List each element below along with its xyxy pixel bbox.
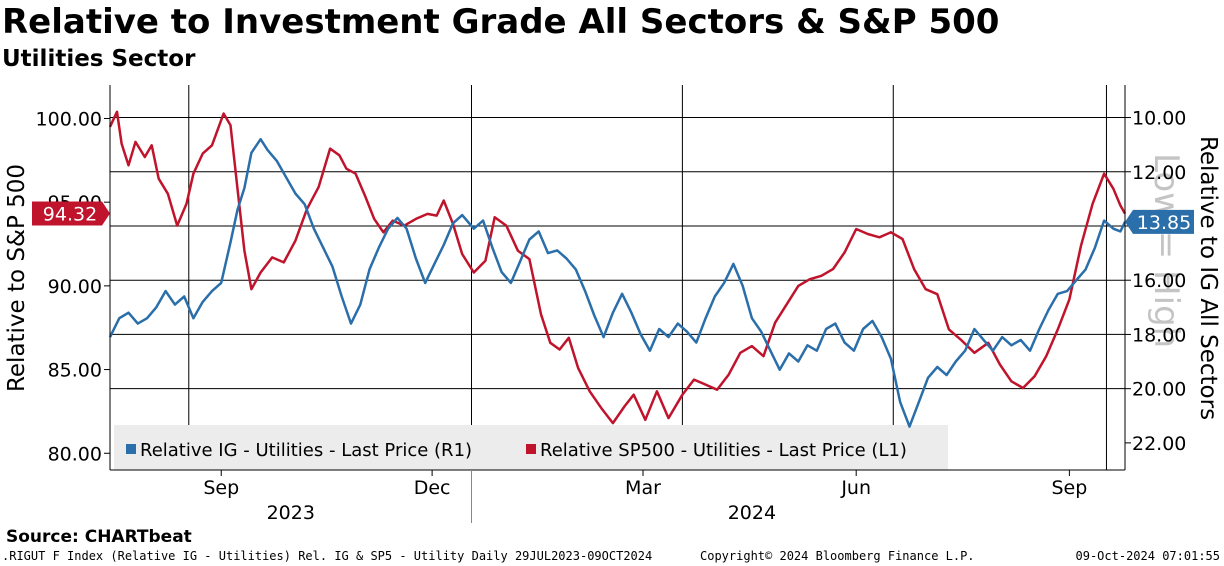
x-tick-label: Jun — [840, 477, 871, 499]
right-tick-label: 18.00 — [1132, 324, 1186, 346]
x-tick-label: Mar — [625, 477, 661, 499]
legend-label-ig: Relative IG - Utilities - Last Price (R1… — [140, 440, 472, 461]
x-tick-label: Dec — [414, 477, 451, 499]
year-label: 2023 — [267, 502, 315, 524]
timestamp-text: 09-Oct-2024 07:01:55 — [1075, 549, 1221, 563]
left-tick-label: 85.00 — [48, 360, 102, 382]
left-last-value-label: 94.32 — [43, 204, 97, 226]
series-lines — [108, 110, 1127, 428]
left-tick-label: 80.00 — [48, 443, 102, 465]
series-line-sp500 — [108, 110, 1127, 425]
year-label: 2024 — [728, 502, 776, 524]
right-tick-label: 22.00 — [1132, 433, 1186, 455]
legend: Relative IG - Utilities - Last Price (R1… — [114, 425, 948, 470]
right-tick-label: 12.00 — [1132, 162, 1186, 184]
right-axis-label: Relative to IG All Sectors — [1195, 136, 1221, 420]
left-last-value-badge — [32, 201, 110, 226]
x-tick-label: Sep — [1051, 477, 1087, 499]
left-tick-label: 100.00 — [36, 108, 102, 130]
right-last-value-label: 13.85 — [1137, 212, 1191, 234]
gridlines — [110, 85, 1125, 470]
series-line-ig — [108, 137, 1127, 428]
right-tick-label: 16.00 — [1132, 270, 1186, 292]
left-tick-label: 90.00 — [48, 276, 102, 298]
copyright-text: Copyright© 2024 Bloomberg Finance L.P. — [700, 549, 975, 563]
right-last-value-badge — [1125, 209, 1194, 234]
chart-title: Relative to Investment Grade All Sectors… — [2, 2, 1000, 42]
source-label: Source: CHARTbeat — [6, 527, 192, 547]
legend-swatch-sp500 — [526, 444, 536, 454]
right-tick-label: 10.00 — [1132, 108, 1186, 130]
last-value-markers: 94.32 13.85 — [32, 201, 1194, 234]
watermark-text: Low = High — [1146, 153, 1186, 348]
index-info: .RIGUT F Index (Relative IG - Utilities)… — [2, 549, 653, 563]
legend-swatch-ig — [126, 444, 136, 454]
x-tick-label: Sep — [203, 477, 239, 499]
legend-label-sp500: Relative SP500 - Utilities - Last Price … — [540, 440, 907, 461]
right-tick-label: 20.00 — [1132, 379, 1186, 401]
chart-subtitle: Utilities Sector — [2, 46, 196, 72]
left-axis-label: Relative to S&P 500 — [4, 164, 30, 392]
